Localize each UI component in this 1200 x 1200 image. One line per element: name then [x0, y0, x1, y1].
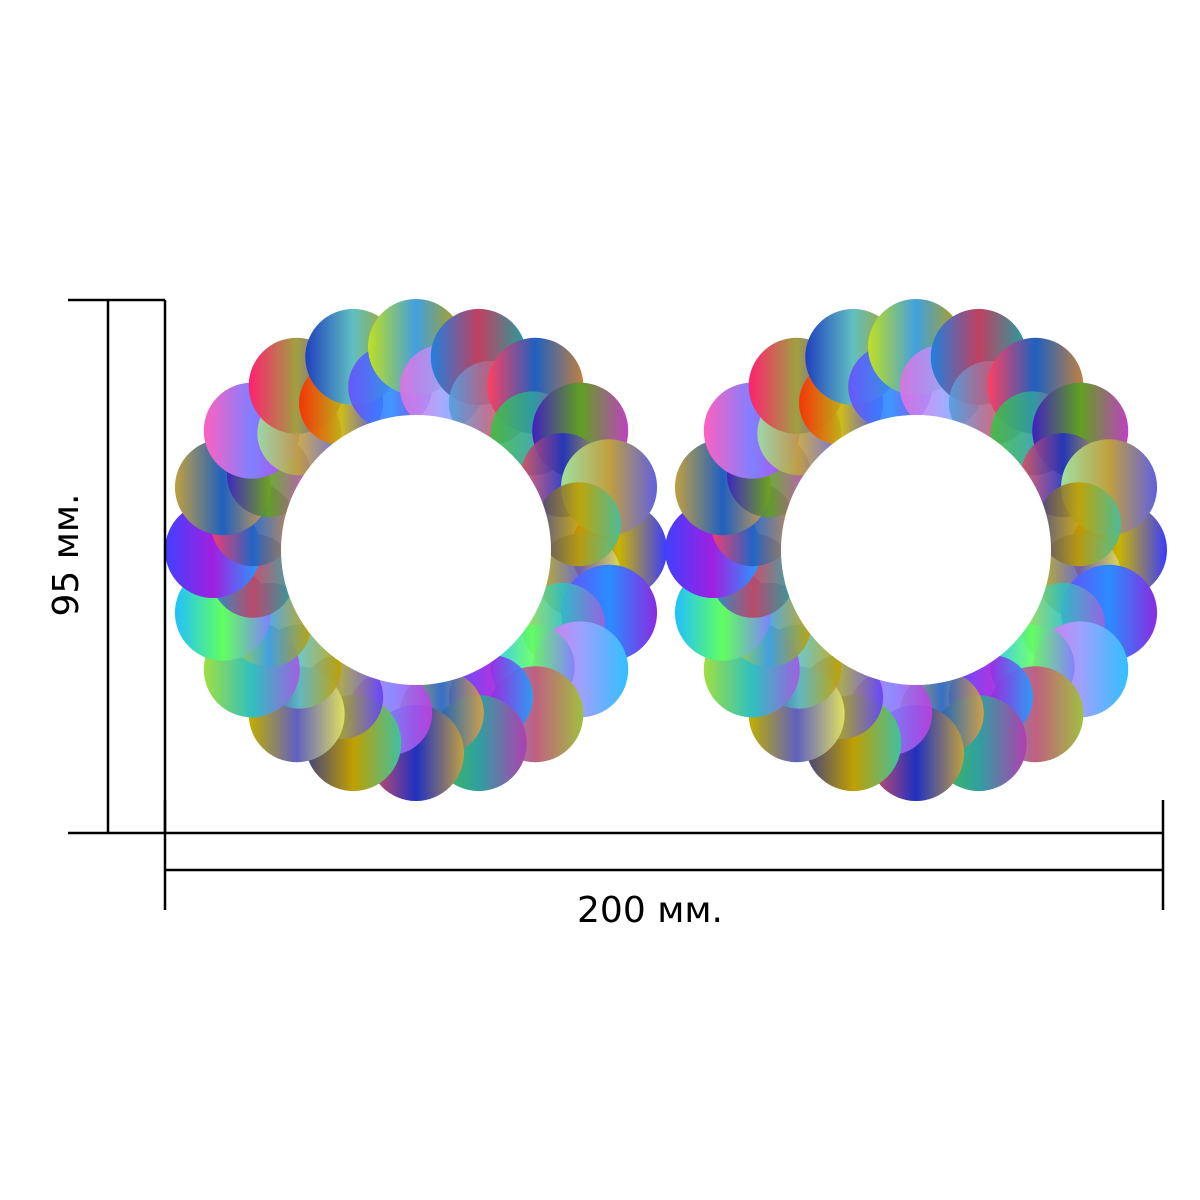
- ring-hole: [281, 415, 551, 685]
- rings: [165, 299, 1167, 801]
- ring: [665, 299, 1167, 801]
- ring: [165, 299, 667, 801]
- petal: [1036, 482, 1121, 567]
- height-label: 95 мм.: [46, 493, 87, 616]
- width-label: 200 мм.: [577, 890, 723, 931]
- width-dimension: 200 мм.: [163, 800, 1165, 931]
- ring-hole: [781, 415, 1051, 685]
- petal: [536, 482, 621, 567]
- height-dimension: 95 мм.: [46, 298, 167, 835]
